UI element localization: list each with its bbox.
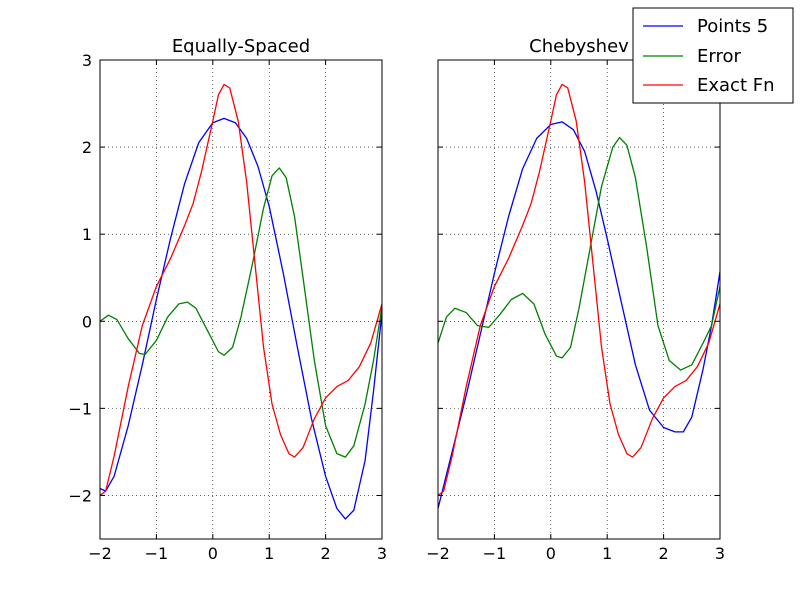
- x-tick-label: 3: [715, 544, 725, 563]
- y-tick-label: 1: [82, 225, 92, 244]
- x-tick-label: −1: [145, 544, 169, 563]
- x-tick-label: 0: [208, 544, 218, 563]
- panel-title: Equally-Spaced: [172, 36, 310, 57]
- y-tick-label: 2: [82, 138, 92, 157]
- panel-title: Chebyshev: [529, 36, 629, 57]
- x-tick-label: 0: [546, 544, 556, 563]
- x-tick-label: 3: [377, 544, 387, 563]
- legend-label-error: Error: [697, 46, 741, 67]
- x-tick-label: 1: [602, 544, 612, 563]
- x-tick-label: −2: [426, 544, 450, 563]
- series-line-error: [438, 136, 720, 371]
- series-line-points-5: [438, 121, 720, 509]
- axes-frame: [99, 59, 383, 540]
- x-tick-label: 2: [321, 544, 331, 563]
- legend-label-exact-fn: Exact Fn: [697, 75, 775, 96]
- axes-frame: [437, 59, 721, 540]
- legend-label-points-5: Points 5: [697, 16, 768, 37]
- y-tick-label: 0: [82, 312, 92, 331]
- plot-area: −2 −1 0 1 2 3 −2 −1 0 1 2 3: [68, 51, 387, 563]
- x-tick-label: 2: [659, 544, 669, 563]
- y-tick-label: −1: [68, 399, 92, 418]
- x-tick-label: −1: [483, 544, 507, 563]
- y-tick-label: 3: [82, 51, 92, 70]
- y-tick-label: −2: [68, 486, 92, 505]
- series-line-error: [100, 167, 382, 458]
- legend: Points 5 Error Exact Fn: [632, 7, 794, 104]
- x-tick-label: 1: [264, 544, 274, 563]
- x-tick-label: −2: [88, 544, 112, 563]
- series-line-exact-fn: [100, 83, 382, 496]
- series-line-exact-fn: [438, 83, 720, 496]
- panel-chebyshev: Chebyshev −2 −1 0 1 2 3: [426, 36, 725, 563]
- series-line-points-5: [100, 117, 382, 520]
- plot-area: −2 −1 0 1 2 3: [426, 59, 725, 563]
- panel-equally-spaced: Equally-Spaced −2 −1 0 1 2 3 −2 −1 0 1 2 3: [68, 36, 387, 563]
